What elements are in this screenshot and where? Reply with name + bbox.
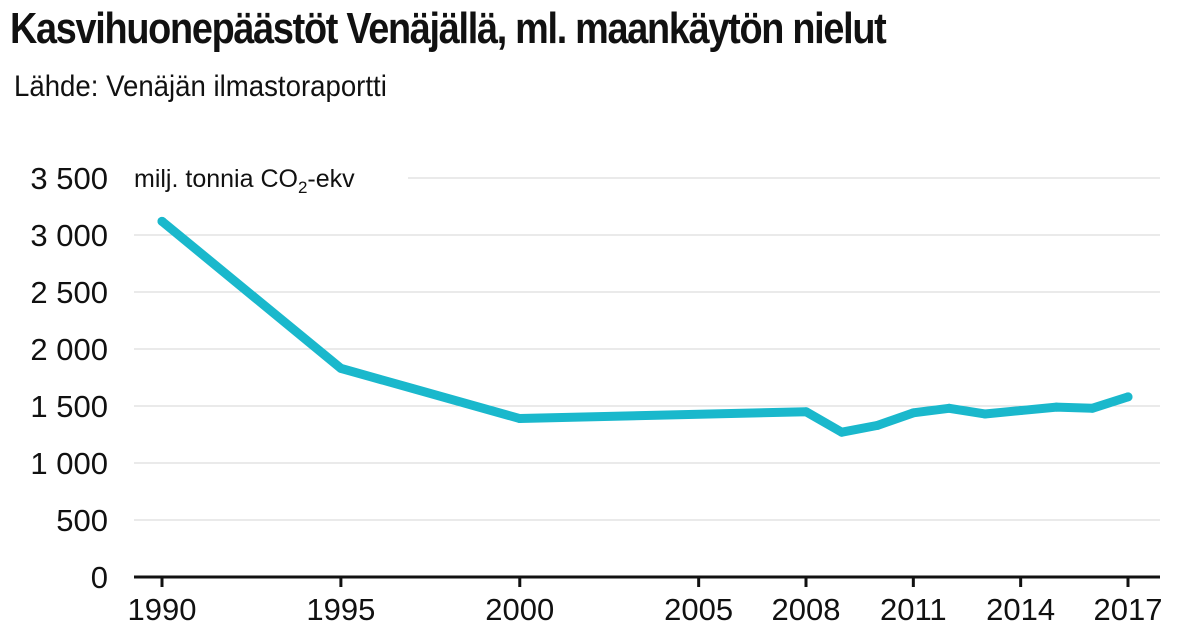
x-tick-label: 1995 <box>306 592 375 627</box>
y-tick-label: 0 <box>91 560 108 595</box>
x-axis-ticks: 1990 1995 2000 2005 2008 2011 2014 2017 <box>128 577 1163 627</box>
series-line <box>157 216 1133 437</box>
data-point <box>1016 406 1026 416</box>
chart-source: Lähde: Venäjän ilmastoraportti <box>14 70 387 103</box>
data-point <box>1051 402 1061 412</box>
x-tick-label: 2005 <box>664 592 733 627</box>
unit-label-prefix: milj. tonnia CO <box>134 165 298 193</box>
y-tick-label: 1 500 <box>30 389 108 424</box>
data-point <box>1087 403 1097 413</box>
data-point <box>944 403 954 413</box>
unit-label: milj. tonnia CO2-ekv <box>134 165 355 197</box>
gridlines <box>134 177 1160 521</box>
unit-label-suffix: -ekv <box>307 165 355 193</box>
y-tick-label: 3 500 <box>30 161 108 196</box>
unit-label-subscript: 2 <box>298 178 307 197</box>
data-point <box>801 407 811 417</box>
x-tick-label: 2008 <box>772 592 841 627</box>
data-point <box>873 420 883 430</box>
x-tick-label: 2014 <box>986 592 1055 627</box>
data-point <box>336 363 346 373</box>
x-tick-label: 1990 <box>128 592 197 627</box>
data-point <box>980 409 990 419</box>
data-point <box>837 427 847 437</box>
data-point <box>157 216 167 226</box>
y-axis-ticks: 3 500 3 000 2 500 2 000 1 500 1 000 500 0 <box>30 161 108 595</box>
x-tick-label: 2017 <box>1094 592 1163 627</box>
series-group <box>157 216 1133 437</box>
x-tick-label: 2000 <box>485 592 554 627</box>
data-point <box>908 408 918 418</box>
y-tick-label: 3 000 <box>30 218 108 253</box>
y-tick-label: 1 000 <box>30 446 108 481</box>
y-tick-label: 2 500 <box>30 275 108 310</box>
y-tick-label: 2 000 <box>30 332 108 367</box>
chart-title: Kasvihuonepäästöt Venäjällä, ml. maankäy… <box>10 4 887 53</box>
x-tick-label: 2011 <box>880 592 947 627</box>
y-tick-label: 500 <box>56 503 108 538</box>
data-point <box>1123 392 1133 402</box>
data-point <box>515 414 525 424</box>
